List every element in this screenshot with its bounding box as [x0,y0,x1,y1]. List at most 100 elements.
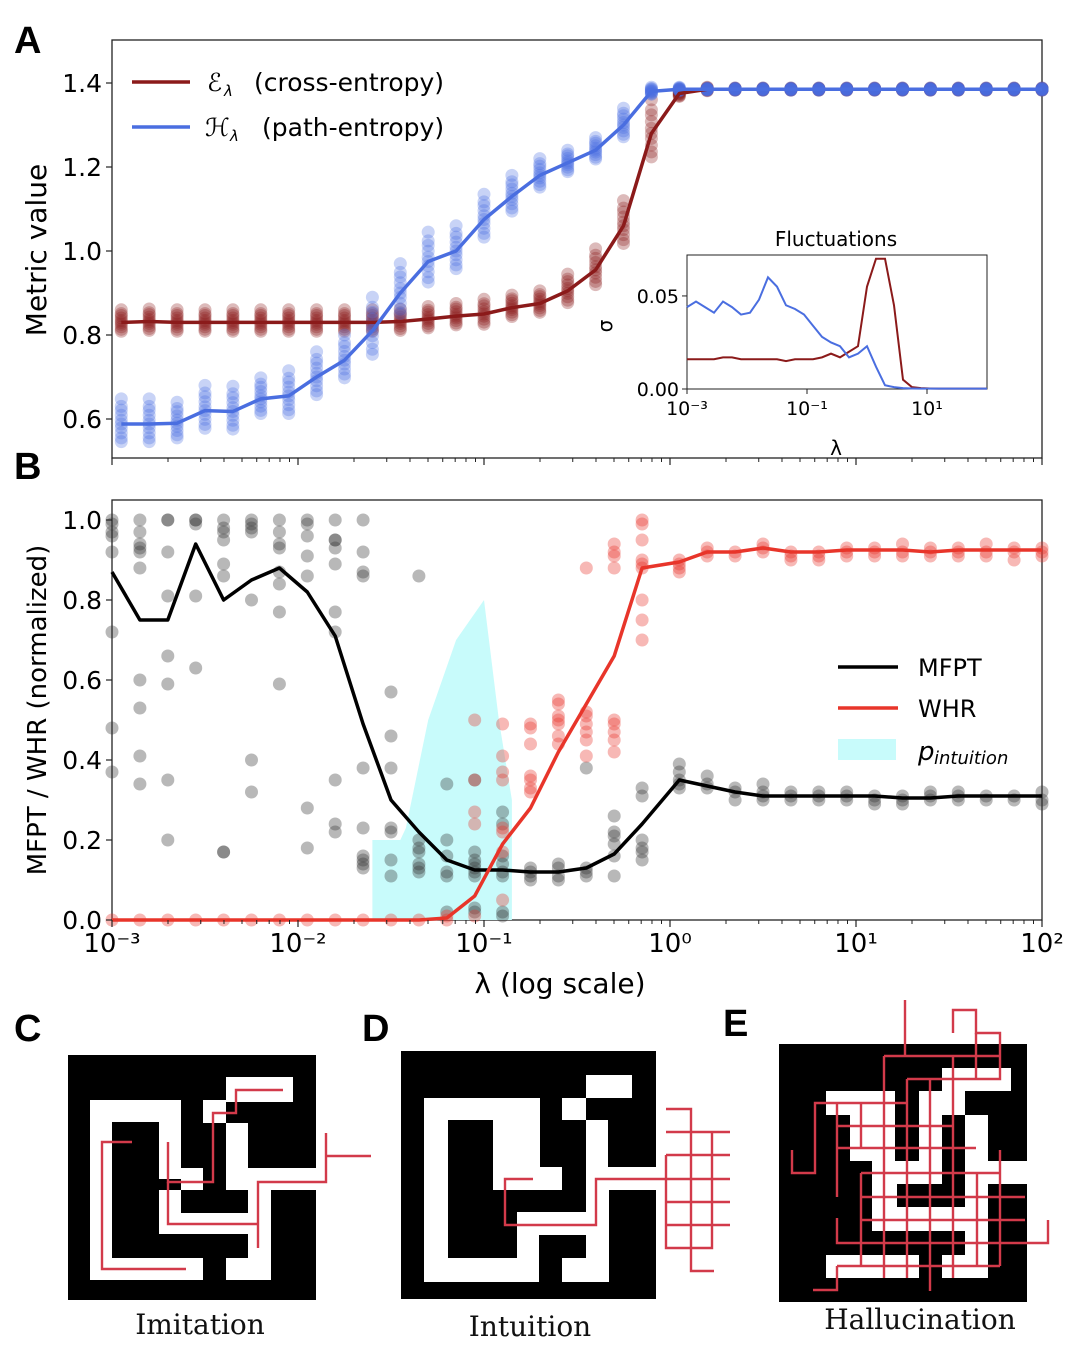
mfpt-point [607,869,621,883]
cross_entropy-point [533,284,547,298]
path_entropy-point [338,362,351,376]
cross_entropy-point [533,290,547,304]
whr-point [607,549,621,563]
cross_entropy-point [254,322,268,336]
mfpt-point [496,805,510,819]
mfpt-point [189,661,203,675]
mfpt-point [635,853,649,867]
cross_entropy-point [393,302,407,316]
cross_entropy-point [421,321,435,335]
cross_entropy-point [561,275,575,289]
path_entropy-point [393,307,407,321]
mfpt-point [923,785,937,799]
cross_entropy-point [198,324,212,338]
cross_entropy-point [338,308,351,322]
mfpt-point [468,773,482,787]
whr-point [468,773,482,787]
caption-hallucination: Hallucination [824,1303,1016,1336]
whr-point [635,517,649,531]
mfpt-point [217,533,231,547]
mfpt-point [468,869,482,883]
mfpt-point [440,833,454,847]
path_entropy-point [365,305,379,319]
panel-b-xlabel: λ (log scale) [474,967,645,1000]
mfpt-point [245,525,258,539]
mfpt-point [245,785,258,799]
cross_entropy-point [477,292,491,306]
mfpt-point [412,845,426,859]
cross_entropy-point [310,308,324,322]
whr-point [551,693,565,707]
mfpt-point [923,793,937,807]
cross_entropy-point [617,194,630,208]
mfpt-point [245,513,258,527]
path_entropy-point [533,178,547,192]
mfpt-point [217,525,231,539]
whr-point [579,725,593,739]
legend-label-intuition: p [917,737,935,767]
whr-mean-line [112,546,1042,922]
mfpt-point [672,757,686,771]
cross_entropy-point [254,307,268,321]
path_entropy-point [198,386,212,400]
whr-point [524,717,537,731]
whr-point [607,733,621,747]
whr-point [524,769,537,783]
path_entropy-point [338,328,351,342]
y-tick-label: 0.6 [62,405,102,434]
panel-b-chart: 0.0 0.2 0.4 0.6 0.8 1.0 10⁻³ 10⁻² 10⁻¹ 10⁰ 10¹ 10²… [23,499,1064,1000]
mfpt-point [384,821,398,835]
mfpt-point [272,677,286,691]
mfpt-point [133,777,147,791]
mfpt-point [105,765,119,779]
intuition-area [372,600,512,920]
path_entropy-point [477,216,491,230]
cross_entropy-point [561,267,575,281]
path_entropy-point [282,407,296,421]
mfpt-point [217,513,231,527]
mfpt-point [412,865,426,879]
whr-point [896,537,909,551]
inset-y-tick-label: 0.05 [637,286,679,308]
path_entropy-point [393,265,407,279]
mfpt-point [356,545,370,559]
y-tick-label: 1.0 [62,506,102,535]
whr-point [468,805,482,819]
whr-point [468,817,482,831]
cross_entropy-point [561,272,575,286]
mfpt-point [579,761,593,775]
path_entropy-point [477,187,491,201]
whr-point [1035,549,1049,563]
path_entropy-point [421,225,435,239]
path_entropy-point [170,405,184,419]
panel-label-c: C [14,1008,42,1050]
mfpt-point [245,517,258,531]
mfpt-point [496,869,510,883]
mfpt-point [468,905,482,919]
cross_entropy-point [505,308,519,322]
mfpt-point [133,525,147,539]
mfpt-point [756,777,770,791]
cross_entropy-point [142,321,156,335]
cross_entropy-point [477,297,491,311]
path_entropy-point [421,234,435,248]
mfpt-point [300,549,314,563]
cross_entropy-point [421,303,435,317]
cross_entropy-point [310,324,324,338]
path_entropy-point [393,290,407,304]
path_entropy-point [365,342,379,356]
path_entropy-point [449,258,463,272]
mfpt-point [356,821,370,835]
path_entropy-point [254,371,268,385]
x-tick-label: 10⁻¹ [455,929,512,959]
cross_entropy-point [254,324,268,338]
maze-path-traces [503,1107,730,1273]
whr-point [635,533,649,547]
path_entropy-point [226,422,240,436]
cross_entropy-point [644,103,658,117]
path_entropy-point [310,379,324,393]
mfpt-point [496,905,510,919]
cross_entropy-point [477,315,491,329]
mfpt-point [217,845,231,859]
cross_entropy-point [338,324,351,338]
